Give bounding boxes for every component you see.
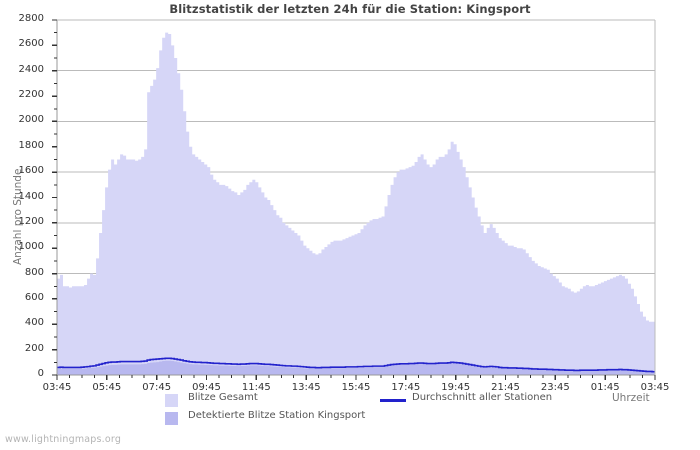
y-tick-label: 1800 xyxy=(18,139,44,151)
x-tick-label: 23:45 xyxy=(540,382,570,393)
x-axis-label: Uhrzeit xyxy=(612,392,650,404)
x-tick-label: 11:45 xyxy=(241,382,271,393)
y-tick-label: 2600 xyxy=(18,38,44,50)
x-tick-label: 07:45 xyxy=(142,382,172,393)
y-tick-label: 2800 xyxy=(18,13,44,24)
y-tick-label: 2200 xyxy=(18,89,44,101)
legend-line-marker xyxy=(380,399,406,402)
legend-label: Durchschnitt aller Stationen xyxy=(412,392,553,403)
x-tick-label: 17:45 xyxy=(391,382,421,393)
x-tick-label: 21:45 xyxy=(491,382,520,393)
legend-swatch xyxy=(165,394,178,407)
x-tick-label: 01:45 xyxy=(590,382,620,393)
watermark-text: www.lightningmaps.org xyxy=(5,434,122,445)
x-tick-label: 15:45 xyxy=(341,382,371,393)
y-tick-label: 1200 xyxy=(18,215,44,227)
x-tick-label: 03:45 xyxy=(42,382,72,393)
legend-label: Blitze Gesamt xyxy=(188,392,258,403)
x-tick-label: 09:45 xyxy=(192,382,221,393)
y-tick-label: 2400 xyxy=(18,63,44,75)
y-tick-label: 600 xyxy=(24,291,44,303)
x-tick-label: 13:45 xyxy=(291,382,321,393)
y-tick-label: 400 xyxy=(24,317,44,329)
x-tick-label: 03:45 xyxy=(640,382,670,393)
y-tick-label: 1600 xyxy=(18,165,44,177)
chart-title: Blitzstatistik der letzten 24h für die S… xyxy=(169,2,531,16)
y-tick-label: 0 xyxy=(37,368,44,379)
y-tick-label: 1400 xyxy=(18,190,44,202)
y-tick-label: 1000 xyxy=(18,241,44,253)
legend-swatch xyxy=(165,412,178,425)
legend-label: Detektierte Blitze Station Kingsport xyxy=(188,410,366,421)
x-tick-label: 05:45 xyxy=(92,382,122,393)
y-tick-label: 2000 xyxy=(18,114,44,126)
x-tick-label: 19:45 xyxy=(441,382,471,393)
y-tick-label: 800 xyxy=(24,266,44,278)
y-tick-label: 200 xyxy=(24,342,44,354)
